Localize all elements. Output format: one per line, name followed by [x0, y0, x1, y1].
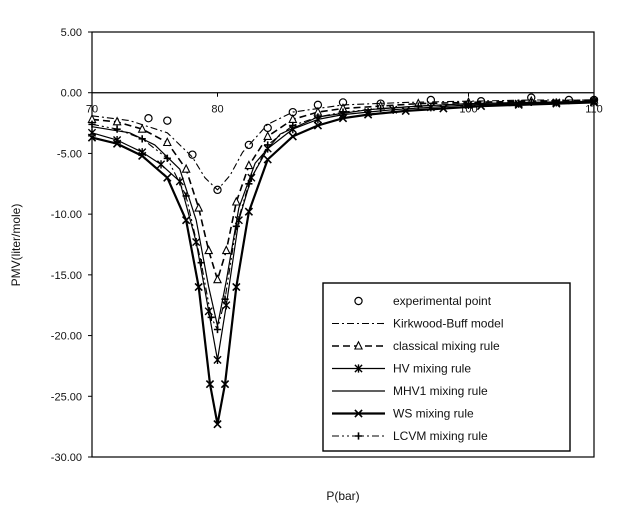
data-point-classical-mixing-rule — [244, 160, 254, 170]
data-point-ws-mixing-rule — [401, 106, 410, 116]
plot-frame — [91, 31, 595, 458]
data-point-ws-mixing-rule — [138, 151, 147, 161]
data-point-ws-mixing-rule — [288, 132, 297, 141]
y-tick-label: -30.00 — [51, 452, 82, 464]
data-point-lcvm-mixing-rule — [221, 295, 229, 303]
legend: experimental point Kirkwood-Buff model cla… — [322, 282, 571, 452]
data-point-classical-mixing-rule — [221, 245, 231, 255]
legend-label-classical-mixing-rule: classical mixing rule — [393, 339, 500, 353]
data-point-experimental-point — [263, 123, 272, 133]
data-point-lcvm-mixing-rule — [464, 100, 473, 108]
data-point-lcvm-mixing-rule — [245, 180, 253, 188]
x-tick-label: 70 — [86, 104, 98, 116]
legend-label-hv-mixing-rule: HV mixing rule — [393, 362, 471, 376]
data-point-lcvm-mixing-rule — [264, 141, 272, 149]
data-point-lcvm-mixing-rule — [414, 102, 422, 110]
data-point-ws-mixing-rule — [232, 282, 241, 292]
y-axis-label: PMV(liter/mole) — [9, 204, 23, 287]
data-point-lcvm-mixing-rule — [377, 104, 385, 113]
y-tick-label: -15.00 — [51, 270, 82, 282]
x-axis-label: P(bar) — [326, 489, 359, 503]
y-axis-ticks: 5.00 0.00 -5.00 -10.00 -15.00 -20.00 -25.00 -30… — [51, 27, 92, 464]
data-point-hv-mixing-rule — [175, 177, 184, 186]
data-point-classical-mixing-rule — [204, 245, 214, 255]
data-point-lcvm-mixing-rule — [339, 108, 347, 116]
legend-label-kirkwood-buff-model: Kirkwood-Buff model — [393, 317, 504, 331]
data-point-lcvm-mixing-rule — [314, 113, 322, 121]
data-point-ws-mixing-rule — [181, 216, 191, 225]
data-point-lcvm-mixing-rule — [527, 98, 535, 107]
data-point-classical-mixing-rule — [162, 137, 172, 147]
data-point-classical-mixing-rule — [112, 116, 122, 126]
data-point-classical-mixing-rule — [213, 274, 222, 284]
data-point-hv-mixing-rule — [204, 307, 213, 316]
data-point-experimental-point — [188, 150, 197, 159]
data-point-ws-mixing-rule — [112, 139, 122, 148]
data-point-classical-mixing-rule — [181, 163, 191, 173]
legend-marker-experimental-point — [354, 296, 363, 306]
y-tick-label: -25.00 — [51, 391, 82, 403]
data-point-ws-mixing-rule — [244, 207, 254, 216]
data-point-lcvm-mixing-rule — [213, 325, 222, 334]
data-point-lcvm-mixing-rule — [207, 313, 215, 321]
data-point-lcvm-mixing-rule — [590, 97, 598, 105]
data-point-lcvm-mixing-rule — [289, 121, 297, 130]
data-point-lcvm-mixing-rule — [163, 154, 171, 162]
legend-marker-hv-mixing-rule — [354, 364, 363, 373]
data-point-ws-mixing-rule — [363, 110, 373, 119]
data-point-ws-mixing-rule — [87, 133, 97, 142]
data-point-experimental-point — [144, 114, 153, 123]
series-line-mhv1-mixing-rule — [91, 100, 595, 327]
legend-marker-lcvm-mixing-rule — [354, 432, 363, 440]
series-group — [87, 93, 599, 429]
y-tick-label: -20.00 — [51, 331, 82, 343]
data-point-ws-mixing-rule — [194, 282, 203, 292]
data-point-ws-mixing-rule — [213, 420, 222, 429]
data-point-ws-mixing-rule — [514, 100, 523, 110]
data-point-ws-mixing-rule — [163, 173, 172, 182]
data-point-ws-mixing-rule — [205, 379, 215, 389]
x-tick-label: 110 — [585, 104, 603, 116]
data-point-lcvm-mixing-rule — [88, 120, 96, 128]
series-line-hv-mixing-rule — [91, 100, 595, 361]
data-point-classical-mixing-rule — [194, 202, 204, 212]
data-point-lcvm-mixing-rule — [197, 259, 205, 267]
data-point-ws-mixing-rule — [338, 114, 348, 123]
data-point-ws-mixing-rule — [439, 104, 448, 113]
data-point-experimental-point — [163, 116, 172, 125]
data-point-hv-mixing-rule — [156, 160, 166, 169]
data-point-classical-mixing-rule — [137, 123, 147, 133]
data-point-ws-mixing-rule — [263, 155, 272, 164]
y-tick-label: 5.00 — [61, 27, 82, 39]
data-point-ws-mixing-rule — [552, 99, 561, 108]
legend-label-lcvm-mixing-rule: LCVM mixing rule — [393, 429, 488, 443]
data-point-lcvm-mixing-rule — [113, 125, 121, 133]
data-point-classical-mixing-rule — [263, 130, 273, 140]
data-point-lcvm-mixing-rule — [182, 192, 190, 200]
legend-label-mhv1-mixing-rule: MHV1 mixing rule — [393, 384, 488, 398]
series-line-classical-mixing-rule — [91, 99, 595, 281]
data-point-lcvm-mixing-rule — [232, 222, 240, 230]
series-line-lcvm-mixing-rule — [91, 100, 595, 331]
legend-label-experimental-point: experimental point — [393, 294, 492, 308]
y-tick-label: -5.00 — [57, 148, 82, 160]
x-tick-label: 80 — [211, 104, 223, 116]
legend-marker-ws-mixing-rule — [354, 409, 363, 418]
data-point-ws-mixing-rule — [313, 121, 323, 130]
data-point-lcvm-mixing-rule — [138, 135, 146, 143]
y-tick-label: -10.00 — [51, 209, 82, 221]
legend-box — [322, 282, 571, 452]
legend-label-ws-mixing-rule: WS mixing rule — [393, 407, 474, 421]
data-point-ws-mixing-rule — [220, 379, 230, 389]
data-point-hv-mixing-rule — [213, 355, 222, 364]
series-line-ws-mixing-rule — [91, 101, 595, 426]
series-line-kirkwood-buff-model — [91, 99, 594, 191]
y-tick-label: 0.00 — [61, 88, 82, 100]
legend-marker-classical-mixing-rule — [354, 340, 363, 350]
data-point-classical-mixing-rule — [231, 196, 241, 206]
